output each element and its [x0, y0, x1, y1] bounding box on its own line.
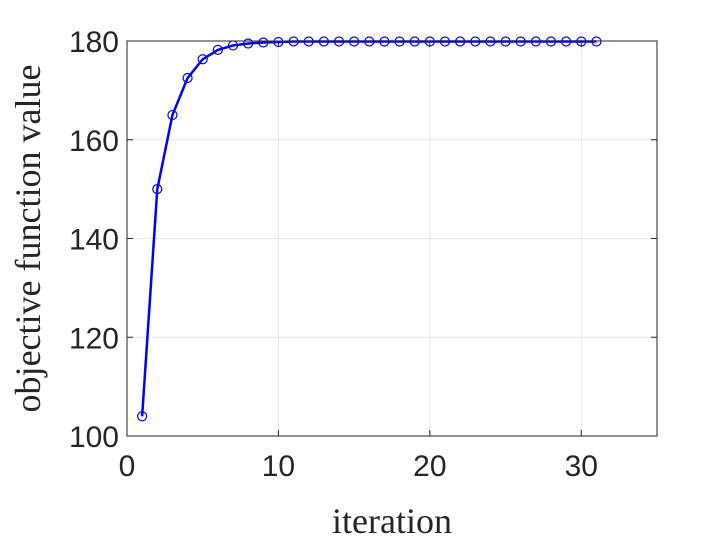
x-tick-label: 10: [262, 450, 295, 483]
y-tick-label: 160: [69, 125, 119, 158]
data-point: [258, 37, 269, 48]
data-point: [137, 411, 148, 422]
data-point: [243, 38, 254, 49]
y-axis-label: objective function value: [8, 65, 48, 413]
grid: [127, 41, 657, 436]
data-point: [197, 54, 208, 65]
ticks: 0 10 20 30 100 120 140 160 180: [69, 26, 657, 483]
x-axis-label: iteration: [332, 501, 452, 541]
y-tick-label: 140: [69, 224, 119, 257]
data-point: [182, 72, 193, 84]
x-tick-label: 30: [565, 450, 598, 483]
data-point: [167, 109, 178, 121]
x-tick-label: 0: [119, 450, 136, 483]
y-tick-label: 180: [69, 26, 119, 59]
data-point: [212, 44, 223, 55]
y-tick-label: 120: [69, 322, 119, 355]
data-point: [152, 184, 163, 195]
y-tick-label: 100: [69, 421, 119, 454]
x-tick-label: 20: [413, 450, 446, 483]
